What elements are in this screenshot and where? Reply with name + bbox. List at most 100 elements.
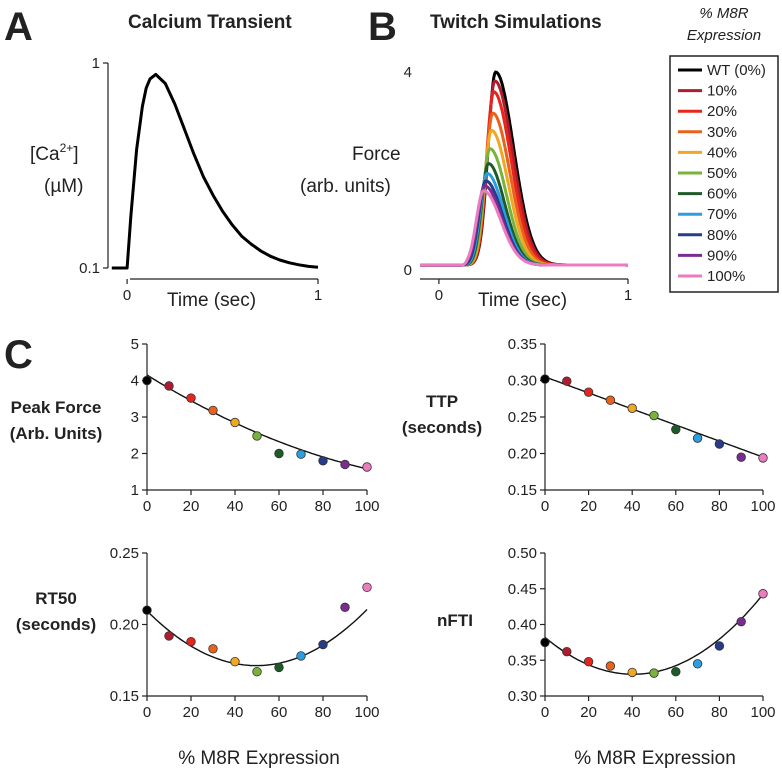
legend-label: 10% [707,83,737,100]
peak_force-point [142,375,152,386]
peak_force-x-tick-label: 20 [183,498,200,515]
legend-label: 100% [707,268,745,285]
nfti-y-tick-label: 0.35 [508,652,537,669]
peak_force-point [164,381,174,391]
ttp-x-tick-label: 0 [541,498,549,515]
calcium-y-tick-label: 0.1 [79,260,100,277]
nfti-point [605,661,616,671]
ttp-x-tick-label: 60 [667,498,684,515]
nfti-xlabel: % M8R Expression [574,748,736,769]
twitch-x-tick-label: 1 [624,287,632,304]
calcium-chart: 0.1 1 0 1 [79,55,322,304]
ttp-x-tick-label: 100 [750,498,775,515]
nfti-point [714,641,725,651]
legend-title-line1: % M8R [699,5,748,22]
twitch-curve [419,128,629,267]
calcium-xlabel: Time (sec) [167,290,256,311]
legend: WT (0%) 10% 20% 30% 40% 50% 60% 70% 80% 90% 100% [678,62,766,285]
rt50-point [340,602,350,613]
peak_force-ylabel-unit: (Arb. Units) [10,424,103,443]
twitch-y-tick-label: 0 [404,262,412,279]
calcium-title: Calcium Transient [128,12,292,33]
legend-label: 90% [707,247,737,264]
nfti-fit-line [544,594,764,675]
peak_force-point [274,448,284,459]
peak_force-point [340,459,350,470]
ttp-point [649,410,659,421]
rt50-xlabel: % M8R Expression [178,748,340,769]
ttp-chart: 0.15 0.20 0.25 0.30 0.35 0 20 40 60 80 100 TTP (seco… [402,336,776,515]
ttp-point [692,433,703,443]
peak-force-chart: 1 2 3 4 5 0 20 40 60 80 100 Peak Force (Arb. Units) [10,336,380,515]
rt50-ylabel: RT50 [35,589,77,608]
peak_force-x-tick-label: 40 [227,498,244,515]
ttp-y-tick-label: 0.20 [508,446,537,463]
ttp-point [627,403,637,413]
rt50-point [274,662,284,673]
ttp-y-tick-label: 0.35 [508,336,537,353]
rt50-x-tick-label: 0 [143,704,151,721]
nfti-point [562,646,572,657]
rt50-x-tick-label: 80 [315,704,332,721]
twitch-ylabel-unit: (arb. units) [300,176,391,197]
rt50-x-tick-label: 40 [227,704,244,721]
peak_force-x-tick-label: 60 [271,498,288,515]
peak_force-y-tick-label: 2 [131,446,139,463]
nfti-y-tick-label: 0.40 [508,617,537,634]
rt50-x-tick-label: 100 [354,704,379,721]
nfti-point [540,637,550,648]
nfti-x-tick-label: 0 [541,704,549,721]
rt50-point [362,582,372,593]
twitch-x-tick-label: 0 [435,287,443,304]
nfti-ylabel: nFTI [437,611,473,630]
rt50-y-tick-label: 0.25 [110,545,139,562]
ttp-y-tick-label: 0.30 [508,373,537,390]
nfti-point [627,667,637,678]
nfti-x-tick-label: 40 [624,704,641,721]
nfti-point [671,666,681,677]
ttp-y-tick-label: 0.15 [508,482,537,499]
legend-label: 40% [707,144,737,161]
rt50-point [208,644,218,654]
nfti-point [649,668,659,678]
ttp-point [583,387,594,397]
rt50-point [186,636,196,647]
peak_force-point [318,456,328,466]
peak_force-y-tick-label: 1 [131,482,139,499]
ttp-point [562,376,572,386]
peak_force-fit-line [146,374,368,470]
rt50-y-tick-label: 0.15 [110,688,139,705]
rt50-chart: 0.15 0.20 0.25 0 20 40 60 80 100 RT50 (seconds) [16,545,380,721]
twitch-ylabel-force: Force [352,144,401,165]
panel-letter-b: B [368,5,397,49]
ttp-ylabel: TTP [426,392,458,411]
nfti-y-tick-label: 0.30 [508,688,537,705]
rt50-x-tick-label: 60 [271,704,288,721]
rt50-x-tick-label: 20 [183,704,200,721]
nfti-x-tick-label: 100 [750,704,775,721]
nfti-chart: 0.30 0.35 0.40 0.45 0.50 0 20 40 60 80 100 nFTI [437,545,775,721]
peak_force-point [252,431,262,441]
peak_force-y-tick-label: 5 [131,336,139,353]
nfti-point [758,589,768,599]
twitch-curve [419,189,629,267]
twitch-y-tick-label: 4 [404,64,412,81]
rt50-point [164,631,174,641]
legend-label: 80% [707,227,737,244]
peak_force-x-tick-label: 100 [354,498,379,515]
peak_force-point [208,405,218,416]
calcium-ylabel-main: [Ca [30,144,60,165]
rt50-point [230,656,240,667]
ttp-point [605,395,616,405]
nfti-x-tick-label: 20 [580,704,597,721]
ttp-ylabel-unit: (seconds) [402,418,482,437]
twitch-chart: 0 1 0 4 [404,64,633,304]
rt50-fit-line [146,609,368,667]
calcium-ylabel-unit: (µM) [44,176,83,197]
ttp-y-tick-label: 0.25 [508,409,537,426]
calcium-ylabel: [Ca2+] [30,141,79,165]
rt50-point [296,651,306,661]
rt50-ylabel-unit: (seconds) [16,615,96,634]
nfti-point [692,659,703,669]
